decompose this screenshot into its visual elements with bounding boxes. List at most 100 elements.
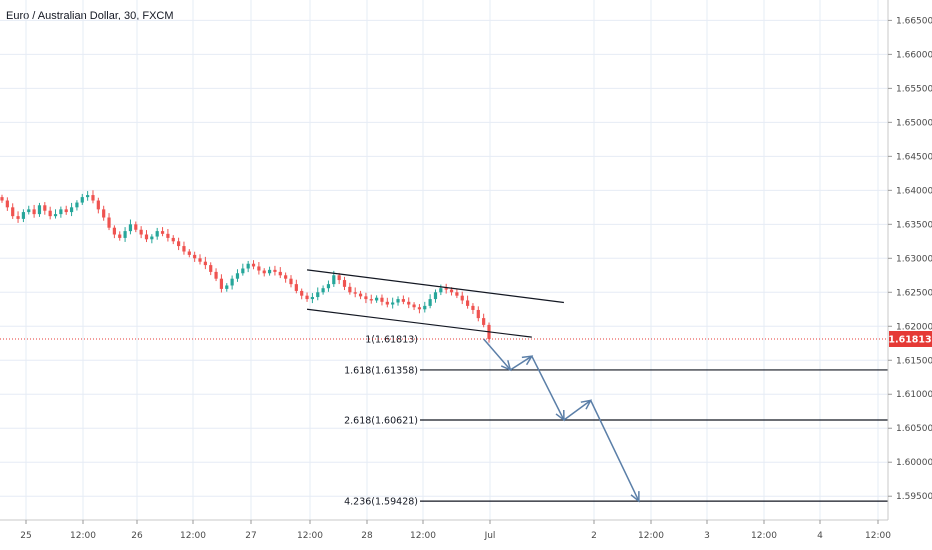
candle	[465, 295, 470, 309]
projection-segment	[590, 400, 640, 502]
candle	[91, 190, 95, 204]
candle	[305, 292, 309, 302]
candle	[455, 289, 459, 299]
candle	[348, 282, 352, 295]
candle	[150, 234, 154, 244]
x-tick-label: 28	[361, 531, 373, 541]
candle	[102, 205, 106, 221]
y-tick-label: 1.63500	[896, 220, 932, 230]
candle	[75, 200, 79, 211]
projection-segment	[531, 355, 565, 421]
y-tick-label: 1.60500	[896, 424, 932, 434]
candle	[310, 293, 314, 304]
candle	[241, 263, 245, 276]
y-tick-label: 1.62500	[896, 288, 932, 298]
candle	[251, 260, 256, 270]
candle	[37, 202, 42, 217]
candle	[316, 287, 320, 301]
x-tick-label: 4	[817, 531, 823, 541]
y-tick-label: 1.66000	[896, 50, 932, 60]
channel-upper-line	[306, 269, 564, 304]
candle	[134, 221, 138, 233]
candle	[375, 295, 379, 303]
candle	[187, 249, 191, 258]
candle	[107, 213, 111, 231]
x-tick-label: 26	[131, 531, 143, 541]
candle	[171, 235, 175, 245]
x-tick-label: 12:00	[865, 531, 891, 541]
candle	[144, 230, 149, 243]
candle	[230, 275, 234, 290]
candle	[278, 267, 282, 279]
candle	[118, 231, 122, 241]
candle	[326, 280, 331, 292]
x-tick-label: 2	[591, 531, 597, 541]
fib-level-label: 1.618(1.61358)	[344, 365, 418, 376]
candle	[262, 268, 266, 277]
candle	[0, 194, 4, 203]
time-axis[interactable]: 25 12:00 26 12:00 27 12:00 28 12:00 Jul 2 12:00 3 12…	[0, 519, 891, 541]
candle	[246, 260, 250, 273]
candle	[471, 303, 475, 314]
y-tick-label: 1.60000	[896, 458, 932, 468]
fib-level-label: 1(1.61813)	[365, 334, 418, 345]
projection-segment	[483, 338, 511, 371]
candle	[166, 229, 170, 242]
candle	[476, 306, 480, 322]
current-price-line: 1.61813	[0, 330, 932, 347]
candle	[193, 251, 197, 262]
candle	[364, 292, 368, 304]
projection-arrowhead	[630, 491, 640, 503]
candle	[284, 272, 288, 283]
candles	[0, 190, 491, 343]
candle	[182, 241, 186, 255]
candle	[257, 262, 261, 275]
grid	[0, 0, 888, 520]
candle	[80, 193, 84, 205]
x-tick-label: 3	[704, 531, 710, 541]
candle	[321, 285, 325, 295]
candle	[59, 206, 63, 218]
fib-extension: 1(1.61813) 1.618(1.61358) 2.618(1.60621) 4.…	[344, 334, 888, 508]
candle	[482, 313, 486, 328]
candle	[128, 219, 133, 235]
candle	[21, 209, 26, 223]
y-tick-label: 1.65000	[896, 118, 932, 128]
x-tick-label: 12:00	[751, 531, 777, 541]
candle	[353, 287, 357, 298]
projection-segment	[510, 355, 533, 371]
candle	[385, 297, 389, 308]
candle	[112, 225, 116, 239]
projection-segment	[563, 399, 592, 421]
candle	[86, 191, 90, 201]
candle	[155, 227, 159, 240]
channel-lower-line	[306, 308, 532, 338]
x-tick-label: 12:00	[70, 531, 96, 541]
candle	[198, 254, 202, 265]
candle	[267, 266, 272, 276]
candle	[417, 304, 422, 314]
x-tick-label: 12:00	[180, 531, 206, 541]
y-tick-label: 1.59500	[896, 492, 932, 502]
candle	[391, 297, 395, 309]
x-tick-label: 12:00	[410, 531, 436, 541]
candle	[407, 297, 411, 309]
candle	[48, 206, 52, 220]
x-tick-label: 12:00	[297, 531, 323, 541]
candle	[160, 227, 165, 237]
x-tick-label: Jul	[484, 531, 496, 541]
x-tick-label: 25	[20, 531, 31, 541]
candle	[337, 272, 341, 285]
candle	[32, 204, 36, 218]
candle	[396, 296, 400, 306]
candle	[273, 265, 277, 276]
candle	[235, 269, 240, 282]
price-axis[interactable]: 1.66500 1.66000 1.65500 1.65000 1.64500 1.640…	[887, 0, 932, 520]
candle	[123, 227, 127, 242]
candle	[358, 290, 363, 300]
fib-level-label: 2.618(1.60621)	[344, 416, 418, 427]
y-tick-label: 1.66500	[896, 16, 932, 26]
candle	[209, 262, 213, 276]
candle	[16, 211, 20, 223]
